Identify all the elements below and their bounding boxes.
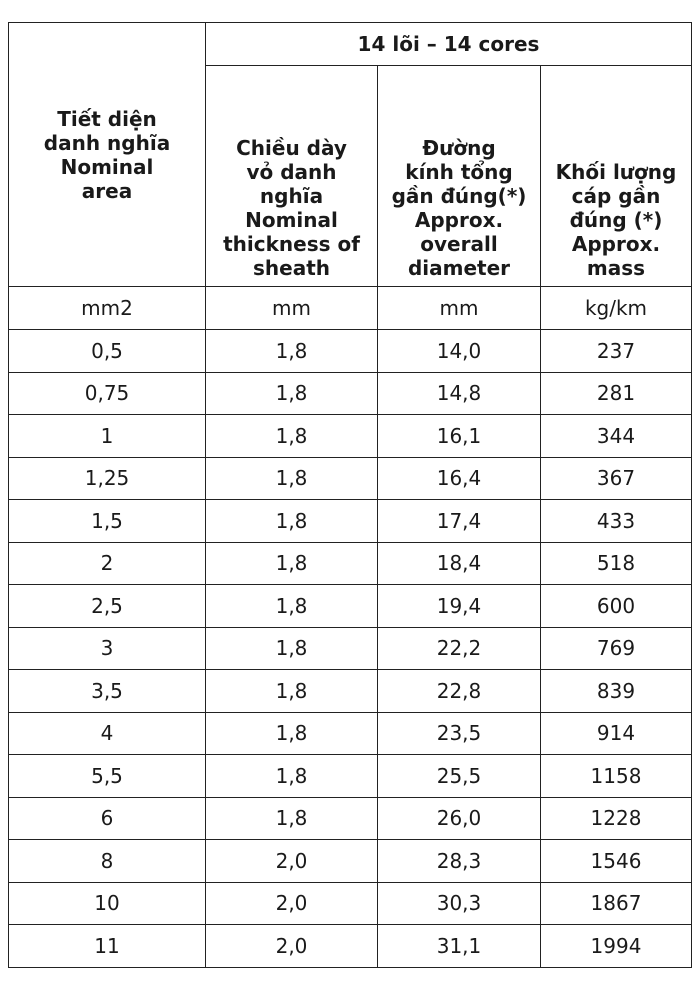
cell-area: 0,75 (8, 371, 206, 415)
cell-thickness: 1,8 (205, 796, 378, 840)
table-row: 6 1,8 26,0 1228 (8, 796, 693, 840)
cell-area: 4 (8, 711, 206, 755)
cell-thickness: 1,8 (205, 371, 378, 415)
cell-mass: 344 (539, 414, 693, 458)
unit-diameter: mm (377, 286, 541, 330)
cell-mass: 769 (539, 626, 693, 670)
table-row: 4 1,8 23,5 914 (8, 711, 693, 755)
table-row: 1,25 1,8 16,4 367 (8, 456, 693, 500)
cell-area: 3 (8, 626, 206, 670)
cell-diameter: 22,8 (377, 669, 541, 713)
cell-mass: 433 (539, 499, 693, 543)
cell-thickness: 1,8 (205, 584, 378, 628)
cell-diameter: 14,8 (377, 371, 541, 415)
cell-area: 10 (8, 881, 206, 925)
cell-mass: 1546 (539, 839, 693, 883)
cell-mass: 1994 (539, 924, 693, 968)
cell-thickness: 2,0 (205, 881, 378, 925)
cell-thickness: 1,8 (205, 329, 378, 373)
cell-area: 1,5 (8, 499, 206, 543)
cell-area: 2 (8, 541, 206, 585)
table-row: 0,75 1,8 14,8 281 (8, 371, 693, 415)
header-nominal-area: Tiết diện danh nghĩa Nominal area (8, 22, 206, 287)
cell-thickness: 1,8 (205, 456, 378, 500)
cell-diameter: 23,5 (377, 711, 541, 755)
header-sheath-thickness: Chiều dày vỏ danh nghĩa Nominal thicknes… (205, 65, 378, 287)
column-header-row: Chiều dày vỏ danh nghĩa Nominal thicknes… (9, 65, 693, 287)
cell-area: 3,5 (8, 669, 206, 713)
table-row: 2 1,8 18,4 518 (8, 541, 693, 585)
cell-diameter: 18,4 (377, 541, 541, 585)
cell-diameter: 22,2 (377, 626, 541, 670)
cell-thickness: 1,8 (205, 669, 378, 713)
cell-area: 11 (8, 924, 206, 968)
units-row: mm2 mm mm kg/km (8, 286, 693, 330)
cell-diameter: 17,4 (377, 499, 541, 543)
table-row: 2,5 1,8 19,4 600 (8, 584, 693, 628)
table-row: 11 2,0 31,1 1994 (8, 924, 693, 968)
cell-area: 6 (8, 796, 206, 840)
table-row: 5,5 1,8 25,5 1158 (8, 754, 693, 798)
table-row: 3 1,8 22,2 769 (8, 626, 693, 670)
cell-mass: 367 (539, 456, 693, 500)
cell-diameter: 19,4 (377, 584, 541, 628)
cable-spec-table: Tiết diện danh nghĩa Nominal area 14 lõi… (8, 22, 693, 968)
cell-diameter: 26,0 (377, 796, 541, 840)
cell-mass: 237 (539, 329, 693, 373)
cell-mass: 914 (539, 711, 693, 755)
cell-mass: 1158 (539, 754, 693, 798)
cell-mass: 518 (539, 541, 693, 585)
cell-mass: 1867 (539, 881, 693, 925)
cell-diameter: 16,1 (377, 414, 541, 458)
cell-mass: 281 (539, 371, 693, 415)
cell-thickness: 1,8 (205, 541, 378, 585)
cell-thickness: 1,8 (205, 414, 378, 458)
table-row: 0,5 1,8 14,0 237 (8, 329, 693, 373)
cell-mass: 839 (539, 669, 693, 713)
cell-area: 8 (8, 839, 206, 883)
cell-area: 1,25 (8, 456, 206, 500)
table-row: 1 1,8 16,1 344 (8, 414, 693, 458)
cell-thickness: 1,8 (205, 754, 378, 798)
table-row: 10 2,0 30,3 1867 (8, 881, 693, 925)
header-approx-mass: Khối lượng cáp gần đúng (*) Approx. mass (539, 65, 693, 287)
cell-area: 0,5 (8, 329, 206, 373)
table-row: 3,5 1,8 22,8 839 (8, 669, 693, 713)
unit-area: mm2 (8, 286, 206, 330)
cell-thickness: 2,0 (205, 839, 378, 883)
cell-thickness: 2,0 (205, 924, 378, 968)
cell-thickness: 1,8 (205, 626, 378, 670)
cell-diameter: 31,1 (377, 924, 541, 968)
cell-diameter: 14,0 (377, 329, 541, 373)
cell-diameter: 25,5 (377, 754, 541, 798)
cell-area: 1 (8, 414, 206, 458)
header-cores-group: 14 lõi – 14 cores (204, 22, 693, 66)
cell-area: 2,5 (8, 584, 206, 628)
table-row: 1,5 1,8 17,4 433 (8, 499, 693, 543)
cell-mass: 1228 (539, 796, 693, 840)
cell-area: 5,5 (8, 754, 206, 798)
header-overall-diameter: Đường kính tổng gần đúng(*) Approx. over… (377, 65, 541, 287)
cell-thickness: 1,8 (205, 499, 378, 543)
group-header-row: Tiết diện danh nghĩa Nominal area 14 lõi… (8, 22, 693, 287)
cell-mass: 600 (539, 584, 693, 628)
table-row: 8 2,0 28,3 1546 (8, 839, 693, 883)
cell-diameter: 30,3 (377, 881, 541, 925)
cell-diameter: 16,4 (377, 456, 541, 500)
cell-thickness: 1,8 (205, 711, 378, 755)
cell-diameter: 28,3 (377, 839, 541, 883)
unit-thickness: mm (205, 286, 378, 330)
unit-mass: kg/km (539, 286, 693, 330)
